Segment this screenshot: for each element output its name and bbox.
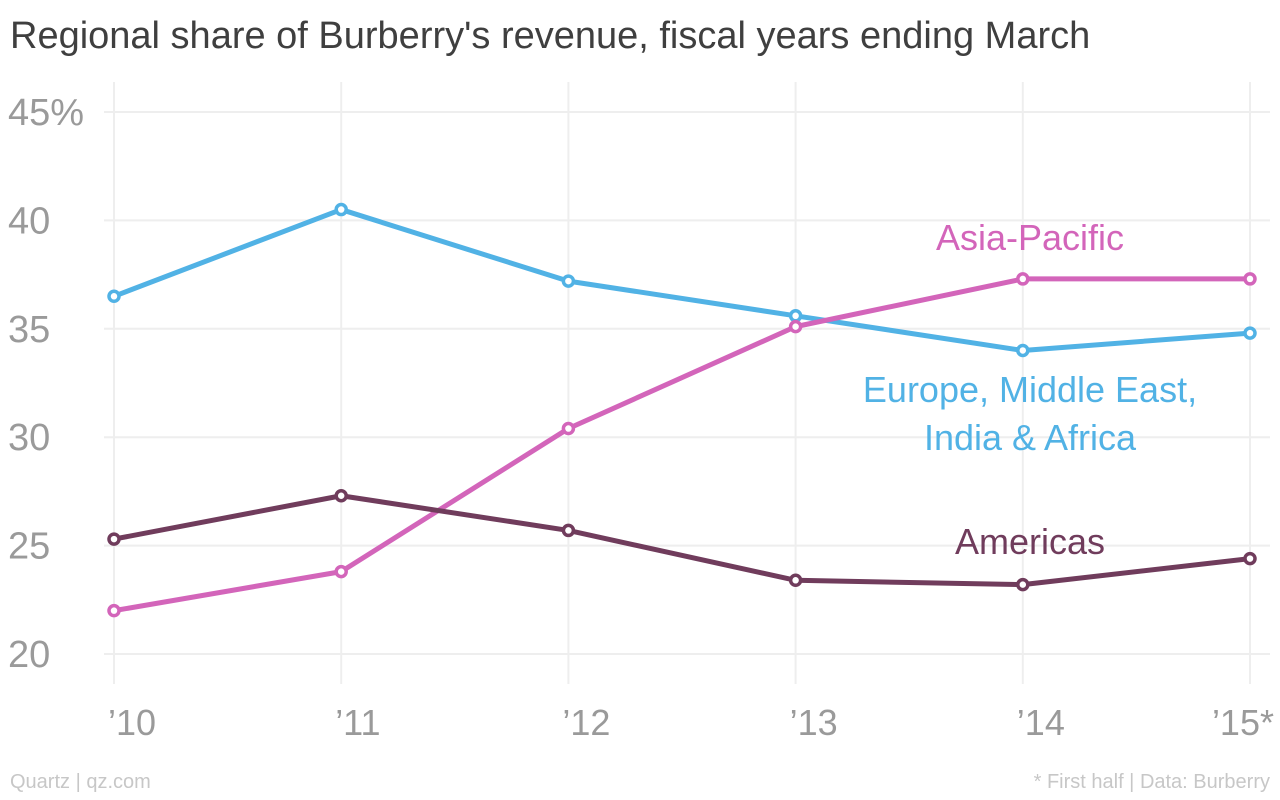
data-point bbox=[561, 274, 576, 288]
data-point bbox=[107, 603, 121, 618]
series-label-line: India & Africa bbox=[924, 417, 1137, 458]
data-point bbox=[334, 488, 348, 503]
data-point bbox=[561, 523, 576, 538]
y-tick-label: 45% bbox=[8, 92, 84, 134]
data-point bbox=[1016, 272, 1030, 286]
series-label: Americas bbox=[955, 521, 1105, 562]
data-point bbox=[561, 421, 576, 436]
data-point bbox=[334, 202, 348, 217]
series-label: Europe, Middle East, India & Africa bbox=[863, 369, 1197, 458]
data-point bbox=[788, 573, 803, 588]
data-point bbox=[1016, 343, 1030, 358]
series-label-line: Asia-Pacific bbox=[936, 217, 1124, 258]
x-tick-label: ’11 bbox=[335, 702, 380, 743]
x-tick-label: ’12 bbox=[562, 702, 610, 743]
data-point bbox=[1243, 272, 1257, 286]
x-tick-label: ’10 bbox=[108, 702, 156, 743]
x-tick-label: ’13 bbox=[790, 702, 838, 743]
data-point bbox=[107, 532, 121, 546]
series-label-line: Europe, Middle East, bbox=[863, 369, 1197, 410]
y-tick-label: 25 bbox=[8, 526, 50, 568]
series-label-line: Americas bbox=[955, 521, 1105, 562]
data-point bbox=[334, 564, 348, 579]
data-point bbox=[1243, 326, 1257, 340]
x-tick-label: ’15* bbox=[1212, 702, 1274, 743]
series-layer bbox=[107, 202, 1257, 618]
data-point bbox=[1016, 577, 1030, 592]
series-line bbox=[111, 493, 1253, 588]
y-tick-label: 20 bbox=[8, 634, 50, 676]
y-axis-ticks: 20 25 30 35 40 45% bbox=[8, 92, 84, 676]
chart-title: Regional share of Burberry's revenue, fi… bbox=[10, 15, 1091, 57]
data-point bbox=[107, 289, 121, 304]
series-line bbox=[111, 207, 1253, 353]
y-tick-label: 30 bbox=[8, 417, 50, 459]
y-tick-label: 40 bbox=[8, 200, 50, 242]
data-point bbox=[788, 319, 803, 334]
data-point bbox=[1243, 551, 1257, 566]
series-labels: Europe, Middle East, India & Africa Asia-P… bbox=[863, 217, 1197, 562]
data-point bbox=[788, 309, 803, 323]
y-tick-label: 35 bbox=[8, 309, 50, 351]
footer-source-left: Quartz | qz.com bbox=[10, 771, 151, 793]
series-label: Asia-Pacific bbox=[936, 217, 1124, 258]
x-tick-label: ’14 bbox=[1017, 702, 1065, 743]
x-axis-ticks: ’10 ’11 ’12 ’13 ’14 ’15* bbox=[108, 702, 1274, 743]
footer-source-right: * First half | Data: Burberry bbox=[1033, 771, 1270, 793]
series-line bbox=[111, 276, 1253, 614]
